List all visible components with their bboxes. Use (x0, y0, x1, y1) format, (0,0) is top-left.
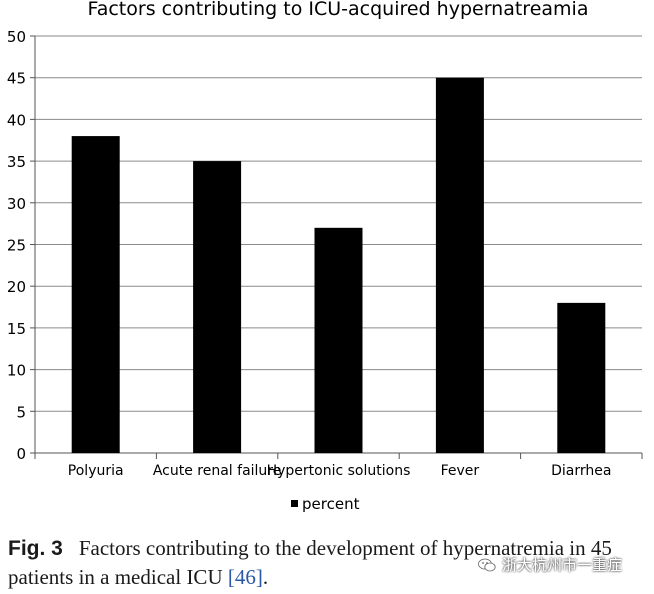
y-tick-label: 40 (7, 111, 26, 129)
bars (71, 77, 606, 453)
caption-text: Factors contributing to the development … (8, 536, 612, 589)
y-tick-label: 50 (7, 28, 26, 46)
y-tick-label: 35 (7, 153, 26, 171)
x-tick-label: Acute renal failure (153, 463, 282, 479)
y-tick-label: 45 (7, 70, 26, 88)
bar-hypertonic-solutions (314, 227, 363, 453)
chart-title: Factors contributing to ICU-acquired hyp… (88, 0, 589, 20)
legend: percent (291, 495, 360, 513)
watermark: 浙大杭州市一重症 (478, 554, 622, 575)
legend-swatch (291, 500, 298, 507)
figure-label: Fig. 3 (8, 537, 63, 560)
y-tick-label: 0 (16, 445, 26, 463)
bar-diarrhea (557, 302, 606, 453)
y-tick-label: 5 (16, 403, 26, 421)
bar-fever (435, 77, 484, 453)
y-tick-label: 15 (7, 320, 26, 338)
legend-label: percent (302, 495, 360, 513)
y-tick-label: 30 (7, 195, 26, 213)
bar-polyuria (71, 136, 120, 453)
y-tick-label: 20 (7, 278, 26, 296)
chart: Factors contributing to ICU-acquired hyp… (7, 0, 643, 513)
figure-caption: Fig. 3 Factors contributing to the develo… (8, 534, 648, 592)
x-tick-label: Polyuria (68, 463, 124, 479)
reference-link[interactable]: [46] (227, 565, 263, 589)
x-tick-label: Hypertonic solutions (267, 463, 411, 479)
x-tick-label: Diarrhea (551, 463, 611, 479)
caption-end: . (262, 565, 269, 589)
watermark-text: 浙大杭州市一重症 (502, 556, 623, 574)
bar-acute-renal-failure (193, 161, 242, 453)
wechat-icon (478, 558, 496, 571)
x-tick-label: Fever (441, 463, 480, 479)
y-tick-label: 10 (7, 362, 26, 380)
y-axis-ticks: 0 5 10 15 20 25 30 35 40 45 50 (7, 28, 35, 463)
y-tick-label: 25 (7, 237, 26, 255)
